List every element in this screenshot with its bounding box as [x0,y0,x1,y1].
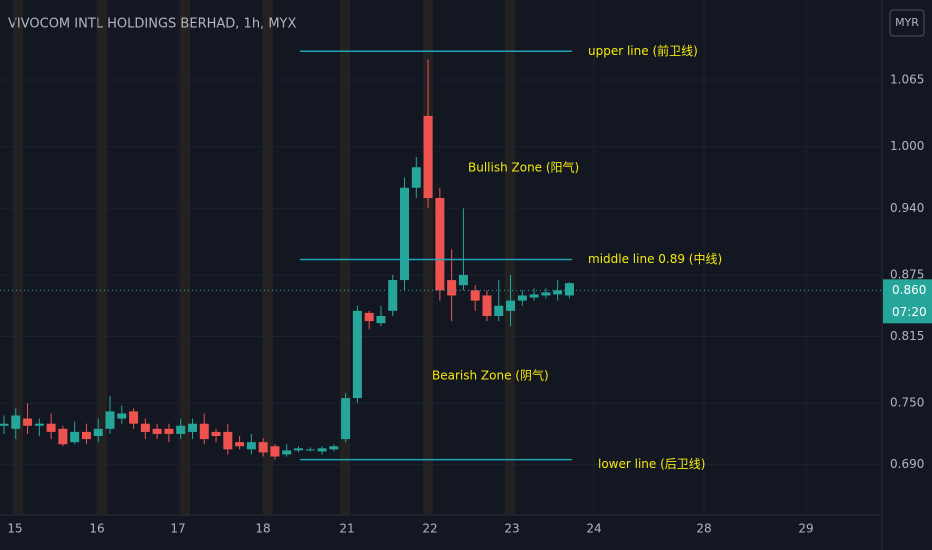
x-tick-label: 24 [586,522,601,536]
session-stripes [13,0,515,515]
candle-body [152,428,162,434]
candle-body [46,423,56,432]
candle-body [352,310,362,399]
candle-body [553,290,563,295]
y-tick-label: 1.000 [890,139,924,153]
y-tick-label: 0.940 [890,201,924,215]
candle-body [117,413,127,419]
level-label: upper line (前卫线) [588,43,698,58]
candle-body [364,312,374,322]
candle-body [11,415,21,429]
currency-button[interactable] [889,9,925,37]
zone-label: Bearish Zone (阴气) [432,368,549,383]
candle-body [341,398,351,440]
x-tick-label: 16 [89,522,104,536]
candle-body [105,411,115,429]
y-tick-label: 0.815 [890,329,924,343]
session-stripe [340,0,350,515]
candle-body [400,187,410,281]
candle-body [235,442,245,447]
candle-body [164,428,174,434]
x-tick-label: 18 [255,522,270,536]
y-tick-label: 0.750 [890,396,924,410]
session-stripe [263,0,273,515]
currency-label[interactable]: MYR [895,16,919,29]
candle-body [458,274,468,286]
candle-body [140,423,150,432]
candle-body [541,292,551,296]
candle-body [93,428,103,437]
y-tick-label: 1.065 [890,73,924,87]
candle-body [0,423,9,426]
candle-body [223,431,233,450]
candle-body [494,305,504,316]
session-stripe [13,0,23,515]
zone-label: Bullish Zone (阳气) [468,160,579,175]
countdown-label: 07:20 [892,305,927,319]
candle-body [294,448,303,451]
candle-body [199,423,209,440]
candle-body [506,300,516,311]
candle-body [517,295,527,301]
x-tick-label: 21 [339,522,354,536]
candle-body [447,280,457,296]
candle-body [423,115,433,198]
x-tick-label: 28 [696,522,711,536]
candle-body [529,294,539,298]
candle-body [470,290,480,301]
candle-body [317,448,327,452]
candle-body [34,423,44,426]
session-stripe [505,0,515,515]
candle-body [482,295,492,316]
x-tick-label: 29 [798,522,813,536]
candle-body [388,280,398,311]
candle-body [176,425,186,434]
candle-body [258,442,268,453]
candle-body [58,428,68,445]
x-tick-label: 22 [422,522,437,536]
candle-body [435,197,445,291]
candle-body [305,449,315,451]
last-price-label: 0.860 [892,283,926,297]
candle-body [187,423,197,432]
x-tick-label: 17 [170,522,185,536]
candle-body [23,418,33,426]
candle-body [70,431,80,443]
y-tick-label: 0.690 [890,457,924,471]
x-tick-label: 15 [7,522,22,536]
candle-body [376,315,386,324]
candle-body [564,283,574,296]
session-stripe [180,0,190,515]
last-price-box [883,279,932,324]
candle-body [211,431,221,437]
candle-body [329,446,339,450]
candle-body [246,442,256,450]
candle-body [411,167,421,188]
x-tick-label: 23 [504,522,519,536]
candle-body [282,450,292,455]
chart-title: VIVOCOM INTL HOLDINGS BERHAD, 1h, MYX [8,17,296,32]
session-stripe [97,0,107,515]
candle-body [270,446,280,457]
session-stripe [423,0,433,515]
y-tick-label: 0.875 [890,267,924,281]
candle-body [81,431,91,440]
level-label: middle line 0.89 (中线) [588,251,722,266]
candle-body [129,411,139,424]
level-label: lower line (后卫线) [598,457,705,471]
